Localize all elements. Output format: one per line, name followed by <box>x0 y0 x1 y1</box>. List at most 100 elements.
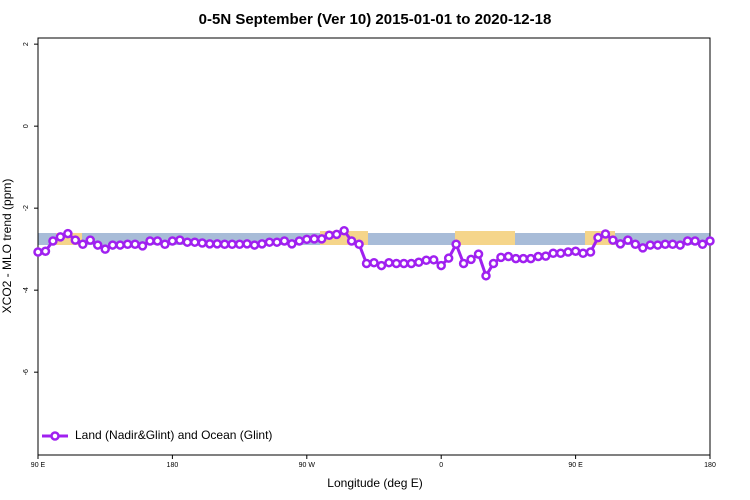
point <box>615 239 626 249</box>
y-tick-label: 0 <box>23 124 30 128</box>
point <box>697 239 708 249</box>
point <box>316 234 327 244</box>
point <box>473 249 484 259</box>
point <box>219 239 230 249</box>
point <box>548 248 558 259</box>
point <box>682 236 693 246</box>
point <box>33 247 43 257</box>
point <box>585 247 596 257</box>
point <box>660 239 670 249</box>
point <box>458 258 469 269</box>
point <box>294 236 305 246</box>
point <box>488 258 499 269</box>
point <box>563 247 573 257</box>
point <box>242 239 252 249</box>
point <box>249 240 260 250</box>
point <box>436 260 446 271</box>
y-tick-label: -6 <box>23 369 30 375</box>
point <box>48 236 58 246</box>
y-tick-label: 2 <box>23 42 30 46</box>
point <box>204 239 215 249</box>
point <box>130 239 140 249</box>
point <box>78 239 88 249</box>
point <box>137 241 148 251</box>
point <box>630 239 641 249</box>
point <box>593 232 603 243</box>
point <box>645 240 656 250</box>
point <box>511 253 521 264</box>
point <box>257 239 267 249</box>
point <box>533 251 544 262</box>
point <box>145 236 155 246</box>
point <box>92 240 103 250</box>
legend-marker <box>50 431 60 441</box>
point <box>175 235 185 245</box>
point <box>496 252 506 263</box>
point <box>481 271 491 281</box>
point <box>466 254 476 265</box>
point <box>339 225 349 236</box>
x-tick-label: 90 W <box>299 462 316 469</box>
point <box>428 255 439 265</box>
point <box>55 232 66 242</box>
point <box>100 244 110 254</box>
point <box>667 239 678 249</box>
point <box>309 234 320 244</box>
y-tick-label: -2 <box>23 205 30 211</box>
point <box>570 246 581 256</box>
point <box>623 235 633 245</box>
point <box>302 234 312 245</box>
point <box>197 238 208 248</box>
x-axis-label: Longitude (deg E) <box>327 476 422 490</box>
point <box>443 253 454 263</box>
point <box>361 258 372 269</box>
point <box>212 239 222 249</box>
point <box>399 258 409 269</box>
land-band <box>455 231 515 245</box>
point <box>115 240 125 250</box>
point <box>234 239 245 249</box>
point <box>406 258 417 269</box>
x-tick-label: 90 E <box>31 462 46 469</box>
point <box>369 257 379 268</box>
point <box>578 248 588 259</box>
point <box>518 253 529 264</box>
point <box>227 239 237 249</box>
point <box>608 235 618 245</box>
point <box>331 229 342 240</box>
point <box>540 251 551 261</box>
point <box>346 236 357 246</box>
x-tick-label: 180 <box>167 462 179 469</box>
point <box>451 239 461 249</box>
point <box>85 235 96 245</box>
point <box>160 239 170 249</box>
point <box>279 236 290 246</box>
point <box>264 237 275 247</box>
point <box>354 239 364 249</box>
point <box>638 243 648 253</box>
point <box>152 236 163 246</box>
point <box>391 258 402 269</box>
point <box>63 228 73 239</box>
point <box>503 251 514 262</box>
point <box>272 237 282 247</box>
x-tick-label: 180 <box>704 462 716 469</box>
point <box>652 240 663 250</box>
point <box>40 246 51 256</box>
point <box>324 230 334 240</box>
point <box>690 236 700 246</box>
point <box>705 236 715 246</box>
point <box>376 260 387 271</box>
point <box>675 240 685 250</box>
y-axis-label: XCO2 - MLO trend (ppm) <box>0 179 14 314</box>
point <box>421 255 432 265</box>
point <box>122 239 133 249</box>
point <box>526 253 536 264</box>
point <box>600 229 611 239</box>
chart-title: 0-5N September (Ver 10) 2015-01-01 to 20… <box>199 11 552 28</box>
point <box>287 239 297 249</box>
legend-label: Land (Nadir&Glint) and Ocean (Glint) <box>75 428 272 442</box>
point <box>70 235 81 245</box>
plot-frame <box>37 37 711 456</box>
